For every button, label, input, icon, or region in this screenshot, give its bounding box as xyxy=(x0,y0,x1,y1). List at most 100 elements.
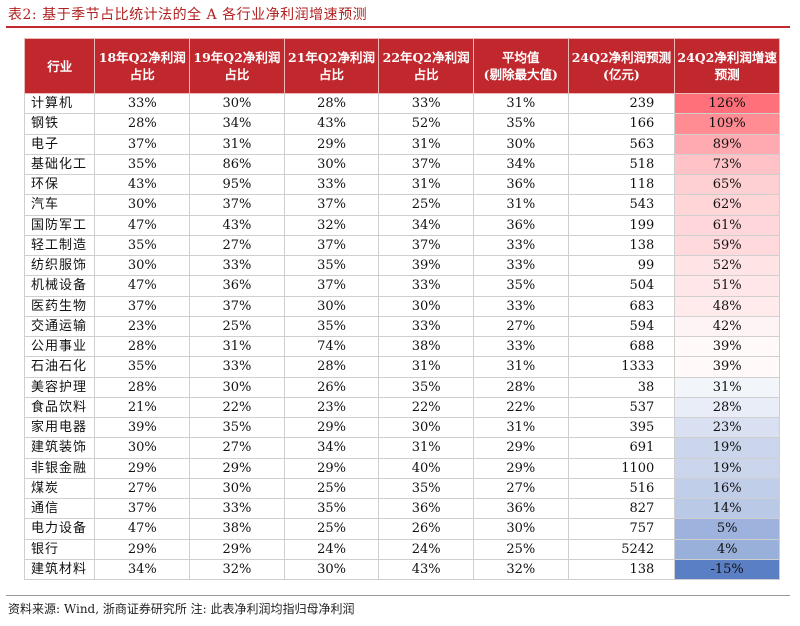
cell-average: 36% xyxy=(472,497,569,520)
cell-industry: 家用电器 xyxy=(23,416,96,439)
cell-18q2: 27% xyxy=(94,477,191,500)
table-row: 国防军工 47% 43% 32% 34% 36% 199 61% xyxy=(23,214,780,236)
cell-average: 27% xyxy=(472,315,569,338)
source-note: 资料来源: Wind, 浙商证券研究所 注: 此表净利润均指归母净利润 xyxy=(8,602,355,616)
cell-growth: 23% xyxy=(674,416,780,439)
cell-21q2: 28% xyxy=(283,92,380,115)
cell-22q2: 35% xyxy=(378,376,474,398)
cell-22q2: 31% xyxy=(378,356,474,378)
cell-growth: 65% xyxy=(674,173,780,196)
cell-average: 35% xyxy=(472,275,569,297)
cell-forecast: 688 xyxy=(567,335,676,358)
cell-forecast: 38 xyxy=(567,376,676,398)
cell-21q2: 30% xyxy=(283,558,380,581)
cell-industry: 电子 xyxy=(23,133,96,155)
cell-industry: 银行 xyxy=(23,538,96,560)
cell-industry: 公用事业 xyxy=(23,335,96,358)
cell-growth: 42% xyxy=(674,315,780,338)
header-average: 平均值 (剔除最大值) xyxy=(472,38,569,94)
header-row: 行业 18年Q2净利润 占比 19年Q2净利润 占比 21年Q2净利润 占比 22年Q… xyxy=(23,38,780,94)
cell-industry: 建筑材料 xyxy=(23,558,96,581)
cell-22q2: 26% xyxy=(378,518,474,540)
header-18q2: 18年Q2净利润 占比 xyxy=(94,38,191,94)
cell-industry: 通信 xyxy=(23,497,96,520)
cell-industry: 轻工制造 xyxy=(23,234,96,257)
cell-growth: 109% xyxy=(674,113,780,135)
cell-average: 34% xyxy=(472,153,569,176)
cell-21q2: 29% xyxy=(283,416,380,439)
cell-18q2: 37% xyxy=(94,295,191,317)
cell-forecast: 99 xyxy=(567,254,676,277)
cell-industry: 计算机 xyxy=(23,92,96,115)
table-row: 机械设备 47% 36% 37% 33% 35% 504 51% xyxy=(23,275,780,297)
cell-forecast: 1100 xyxy=(567,457,676,479)
cell-18q2: 28% xyxy=(94,376,191,398)
cell-average: 22% xyxy=(472,396,569,419)
cell-21q2: 26% xyxy=(283,376,380,398)
cell-growth: 31% xyxy=(674,376,780,398)
cell-19q2: 30% xyxy=(189,376,285,398)
table-title: 表2: 基于季节占比统计法的全 A 各行业净利润增速预测 xyxy=(8,7,368,23)
cell-22q2: 31% xyxy=(378,437,474,459)
cell-22q2: 33% xyxy=(378,275,474,297)
cell-18q2: 30% xyxy=(94,194,191,216)
cell-21q2: 23% xyxy=(283,396,380,419)
cell-industry: 电力设备 xyxy=(23,518,96,540)
cell-industry: 国防军工 xyxy=(23,214,96,236)
cell-22q2: 43% xyxy=(378,558,474,581)
cell-21q2: 35% xyxy=(283,315,380,338)
cell-growth: 5% xyxy=(674,518,780,540)
cell-growth: 28% xyxy=(674,396,780,419)
cell-21q2: 74% xyxy=(283,335,380,358)
table-row: 纺织服饰 30% 33% 35% 39% 33% 99 52% xyxy=(23,254,780,277)
cell-growth: -15% xyxy=(674,558,780,581)
cell-19q2: 33% xyxy=(189,254,285,277)
cell-growth: 62% xyxy=(674,194,780,216)
cell-average: 31% xyxy=(472,194,569,216)
cell-growth: 39% xyxy=(674,335,780,358)
cell-industry: 交通运输 xyxy=(23,315,96,338)
cell-average: 30% xyxy=(472,133,569,155)
cell-average: 29% xyxy=(472,457,569,479)
cell-18q2: 34% xyxy=(94,558,191,581)
cell-growth: 4% xyxy=(674,538,780,560)
cell-19q2: 31% xyxy=(189,133,285,155)
table-row: 银行 29% 29% 24% 24% 25% 5242 4% xyxy=(23,538,780,560)
cell-industry: 基础化工 xyxy=(23,153,96,176)
cell-18q2: 33% xyxy=(94,92,191,115)
cell-19q2: 29% xyxy=(189,538,285,560)
cell-forecast: 138 xyxy=(567,234,676,257)
table-row: 家用电器 39% 35% 29% 30% 31% 395 23% xyxy=(23,416,780,439)
cell-forecast: 504 xyxy=(567,275,676,297)
cell-average: 25% xyxy=(472,538,569,560)
cell-19q2: 31% xyxy=(189,335,285,358)
cell-forecast: 683 xyxy=(567,295,676,317)
cell-22q2: 52% xyxy=(378,113,474,135)
cell-growth: 73% xyxy=(674,153,780,176)
cell-average: 31% xyxy=(472,92,569,115)
cell-21q2: 30% xyxy=(283,295,380,317)
cell-18q2: 37% xyxy=(94,133,191,155)
header-24q2-forecast: 24Q2净利润预测 (亿元) xyxy=(567,38,676,94)
cell-industry: 环保 xyxy=(23,173,96,196)
cell-forecast: 199 xyxy=(567,214,676,236)
cell-22q2: 37% xyxy=(378,234,474,257)
cell-21q2: 30% xyxy=(283,153,380,176)
cell-forecast: 1333 xyxy=(567,356,676,378)
cell-18q2: 21% xyxy=(94,396,191,419)
cell-growth: 14% xyxy=(674,497,780,520)
cell-growth: 126% xyxy=(674,92,780,115)
cell-average: 31% xyxy=(472,356,569,378)
cell-forecast: 543 xyxy=(567,194,676,216)
cell-18q2: 47% xyxy=(94,275,191,297)
header-19q2: 19年Q2净利润 占比 xyxy=(189,38,285,94)
cell-19q2: 34% xyxy=(189,113,285,135)
cell-21q2: 35% xyxy=(283,254,380,277)
table-row: 食品饮料 21% 22% 23% 22% 22% 537 28% xyxy=(23,396,780,419)
cell-19q2: 37% xyxy=(189,194,285,216)
cell-18q2: 23% xyxy=(94,315,191,338)
table-row: 医药生物 37% 37% 30% 30% 33% 683 48% xyxy=(23,295,780,317)
cell-average: 33% xyxy=(472,254,569,277)
cell-22q2: 37% xyxy=(378,153,474,176)
header-industry: 行业 xyxy=(23,38,96,94)
